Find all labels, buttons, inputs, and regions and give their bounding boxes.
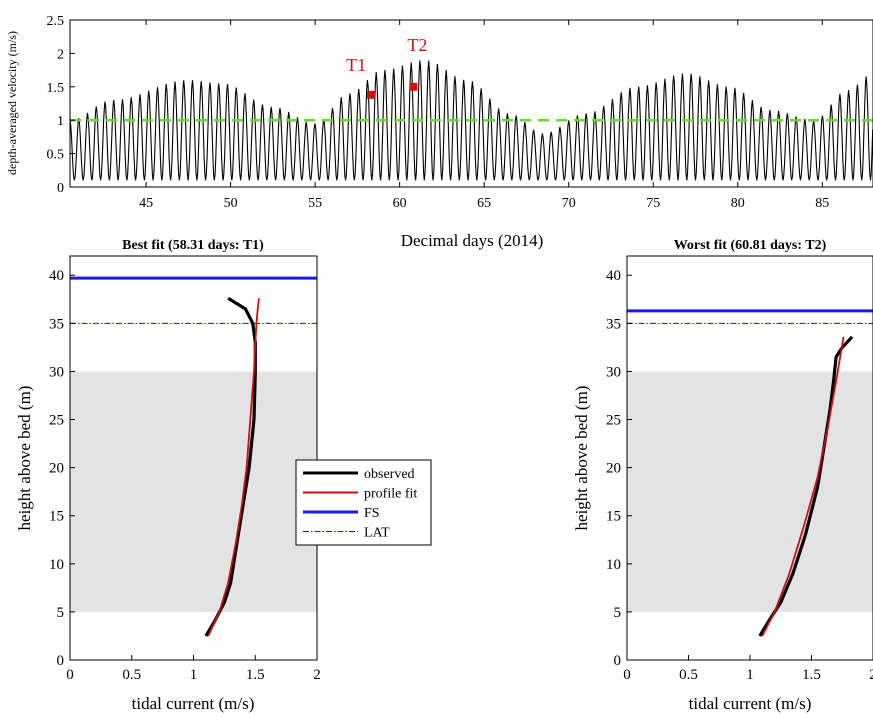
legend-label-fs: FS xyxy=(364,506,380,521)
marker-label-t2: T2 xyxy=(407,35,427,55)
best-x-tick-label: 0 xyxy=(66,667,74,683)
best-x-tick-label: 0.5 xyxy=(122,667,141,683)
worst-y-tick-label: 35 xyxy=(606,316,621,332)
worst-fit-profile-panel: 0 0.5 1 1.5 2 0 5 10 15 20 25 30 35 40 Worst fit (60… xyxy=(572,238,873,713)
left-y-axis-label: height above bed (m) xyxy=(15,386,34,531)
legend-label-lat: LAT xyxy=(364,526,390,541)
marker-label-t1: T1 xyxy=(346,55,366,75)
best-shaded-band xyxy=(70,371,317,612)
worst-y-tick-label: 0 xyxy=(614,653,622,669)
worst-y-tick-label: 40 xyxy=(606,268,621,284)
top-y-axis-label: depth-averaged velocity (m/s) xyxy=(5,31,19,175)
worst-profile-fit-line xyxy=(761,336,845,637)
top-x-tick-label: 70 xyxy=(562,196,576,211)
worst-y-tick-label: 15 xyxy=(606,509,621,525)
top-y-tick-label: 2.5 xyxy=(47,14,65,29)
right-x-ticks: 0 0.5 1 1.5 2 xyxy=(623,655,873,683)
best-y-tick-label: 30 xyxy=(49,364,64,380)
top-y-ticks: 0 0.5 1 1.5 2 2.5 xyxy=(47,14,75,196)
best-observed-line xyxy=(204,296,257,637)
worst-shaded-band xyxy=(627,371,873,612)
top-x-tick-label: 65 xyxy=(477,196,491,211)
best-fit-profile-panel: 0 0.5 1 1.5 2 0 5 10 15 20 25 30 35 40 Best fit (58.… xyxy=(15,238,321,713)
top-x-tick-label: 50 xyxy=(224,196,238,211)
top-x-tick-label: 80 xyxy=(731,196,745,211)
top-x-tick-label: 45 xyxy=(139,196,153,211)
best-y-tick-label: 40 xyxy=(49,268,64,284)
best-y-tick-label: 20 xyxy=(49,461,64,477)
right-x-axis-label: tidal current (m/s) xyxy=(689,694,812,713)
marker-t2 xyxy=(409,82,418,91)
legend: observed profile fit FS LAT xyxy=(295,459,432,546)
worst-y-tick-label: 30 xyxy=(606,364,621,380)
top-x-tick-label: 55 xyxy=(308,196,322,211)
worst-x-tick-label: 0.5 xyxy=(679,667,698,683)
best-y-tick-label: 35 xyxy=(49,316,64,332)
marker-t1 xyxy=(367,90,376,99)
worst-fit-plot xyxy=(627,309,873,637)
top-x-tick-label: 75 xyxy=(646,196,660,211)
best-x-tick-label: 1.5 xyxy=(246,667,265,683)
top-y-tick-label: 1.5 xyxy=(47,81,65,96)
worst-y-tick-label: 5 xyxy=(614,605,622,621)
velocity-timeseries-panel: 45 50 55 60 65 70 75 80 85 0 0.5 1 1.5 2 2.5 Decimal … xyxy=(5,14,873,250)
best-y-tick-label: 5 xyxy=(57,605,65,621)
best-y-tick-label: 10 xyxy=(49,557,64,573)
time-markers: T1 T2 xyxy=(346,35,427,99)
top-x-axis-label: Decimal days (2014) xyxy=(401,231,544,250)
top-x-ticks: 45 50 55 60 65 70 75 80 85 xyxy=(139,20,829,211)
top-y-tick-label: 2 xyxy=(57,47,64,62)
best-y-tick-label: 15 xyxy=(49,509,64,525)
left-y-ticks: 0 5 10 15 20 25 30 35 40 xyxy=(49,268,75,669)
best-profile-fit-line xyxy=(207,298,260,637)
worst-y-tick-label: 20 xyxy=(606,461,621,477)
right-panel-title: Worst fit (60.81 days: T2) xyxy=(674,238,827,253)
worst-x-tick-label: 1 xyxy=(746,667,754,683)
worst-y-tick-label: 10 xyxy=(606,557,621,573)
best-x-tick-label: 1 xyxy=(190,667,198,683)
best-y-tick-label: 0 xyxy=(57,653,65,669)
top-y-tick-label: 0.5 xyxy=(47,148,65,163)
best-fit-plot xyxy=(70,276,317,637)
right-y-ticks: 0 5 10 15 20 25 30 35 40 xyxy=(606,268,632,669)
left-x-axis-label: tidal current (m/s) xyxy=(132,694,255,713)
velocity-timeseries-plot xyxy=(69,60,873,181)
left-x-ticks: 0 0.5 1 1.5 2 xyxy=(66,655,321,683)
best-x-tick-label: 2 xyxy=(313,667,321,683)
worst-x-tick-label: 1.5 xyxy=(802,667,821,683)
worst-x-tick-label: 2 xyxy=(869,667,873,683)
top-axes-frame xyxy=(69,19,873,188)
worst-x-tick-label: 0 xyxy=(623,667,631,683)
worst-y-tick-label: 25 xyxy=(606,413,621,429)
top-y-tick-label: 0 xyxy=(57,181,64,196)
right-y-axis-label: height above bed (m) xyxy=(572,386,591,531)
legend-label-observed: observed xyxy=(364,467,415,482)
best-y-tick-label: 25 xyxy=(49,413,64,429)
velocity-series-line xyxy=(69,60,873,181)
worst-observed-line xyxy=(758,335,854,637)
top-x-tick-label: 60 xyxy=(393,196,407,211)
top-x-tick-label: 85 xyxy=(815,196,829,211)
legend-label-profile-fit: profile fit xyxy=(364,487,417,502)
left-panel-title: Best fit (58.31 days: T1) xyxy=(122,238,264,253)
top-y-tick-label: 1 xyxy=(57,114,64,129)
